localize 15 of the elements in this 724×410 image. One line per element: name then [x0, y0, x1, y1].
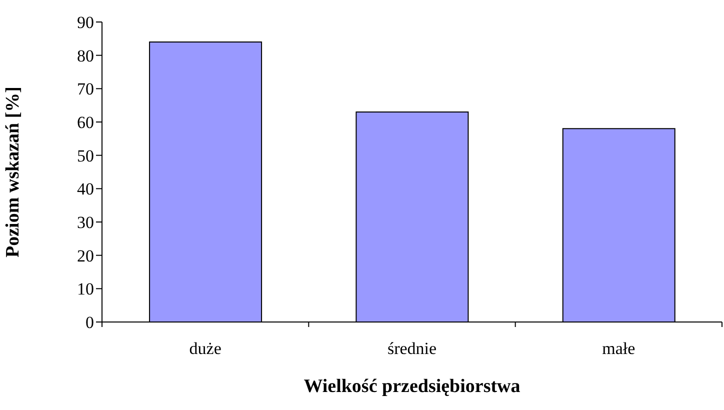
y-tick-label: 60 — [77, 113, 94, 132]
y-tick-label: 0 — [86, 313, 94, 332]
y-tick-label: 80 — [77, 46, 94, 66]
y-axis-title: Poziom wskazań [%] — [2, 86, 24, 258]
x-tick-label: duże — [189, 339, 222, 358]
y-tick-label: 90 — [77, 13, 94, 32]
y-tick-label: 10 — [77, 280, 94, 299]
y-tick-label: 70 — [77, 80, 94, 99]
y-tick-label: 20 — [77, 246, 94, 266]
x-tick-label: małe — [602, 339, 636, 358]
x-tick-label: średnie — [387, 339, 437, 358]
y-tick-label: 30 — [77, 213, 94, 232]
y-tick-label: 40 — [77, 180, 94, 199]
y-tick-label: 50 — [77, 146, 94, 166]
x-axis-title: Wielkość przedsiębiorstwa — [304, 376, 521, 397]
